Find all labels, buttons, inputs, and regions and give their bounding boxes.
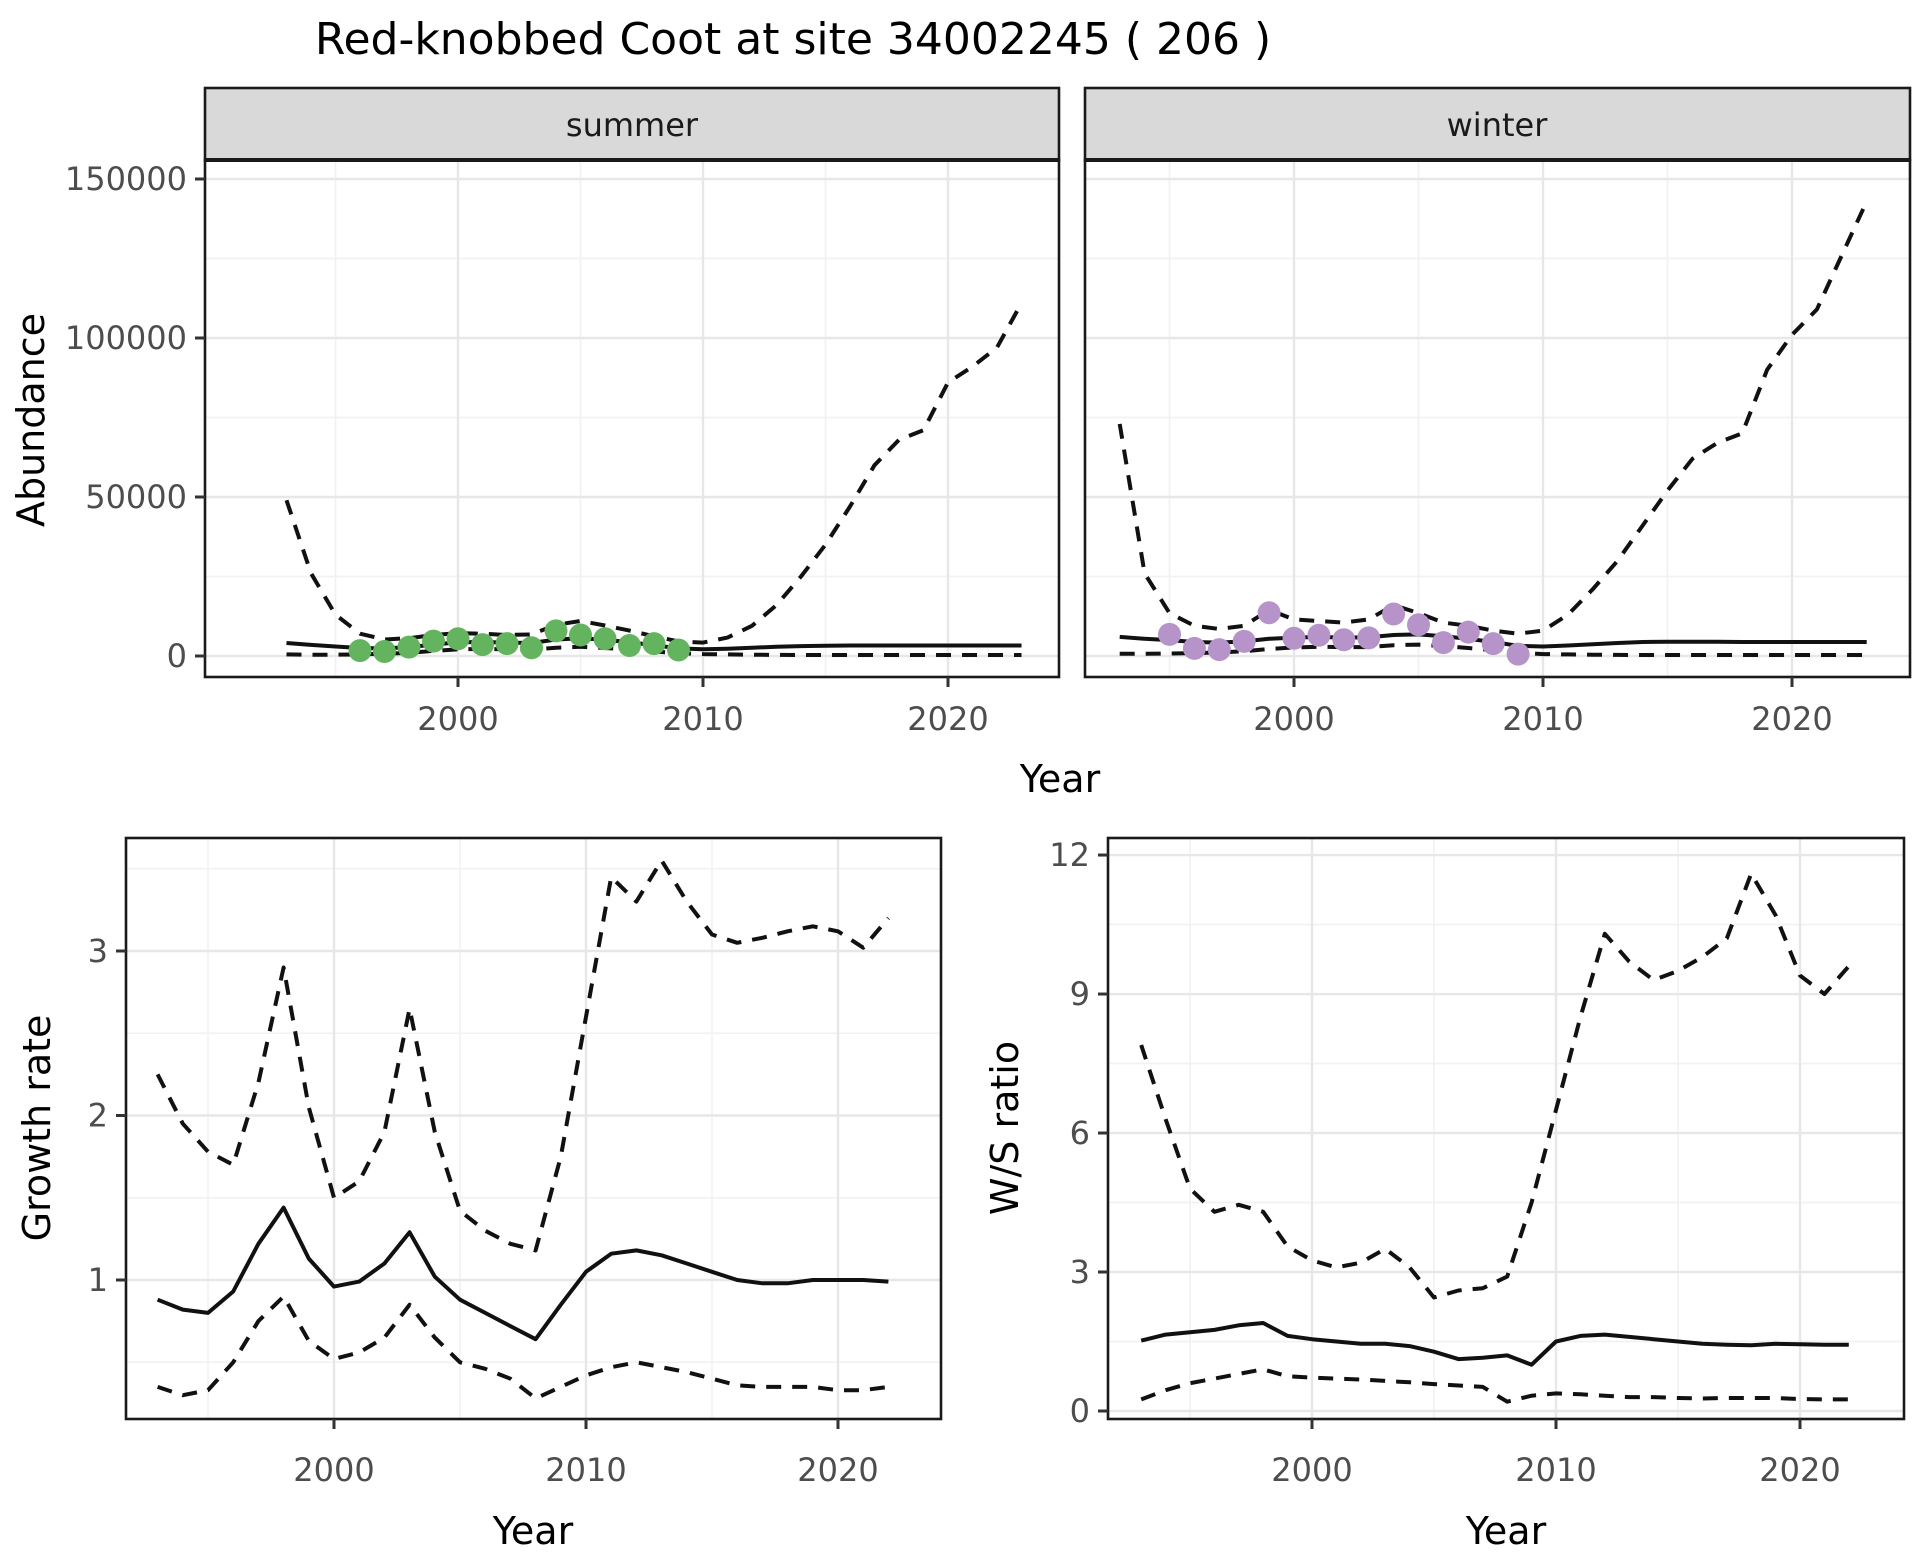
x-tick-label: 2020 (797, 1451, 878, 1489)
observation-point (1456, 620, 1480, 644)
observation-point (495, 632, 519, 656)
observation-point (1357, 626, 1381, 650)
upper-ci-line (1139, 871, 1851, 1300)
x-tick-label: 2000 (293, 1451, 374, 1489)
y-tick-label: 50000 (85, 478, 187, 516)
x-axis-title-year-top: Year (1019, 757, 1101, 801)
x-tick-label: 2010 (662, 700, 743, 738)
facet-label-summer: summer (566, 106, 699, 144)
panel-growth-rate: 2000 2010 2020 1 2 3 (88, 836, 943, 1489)
panel-background (126, 838, 941, 1419)
y-tick-label: 12 (1049, 836, 1090, 874)
observation-point (667, 638, 690, 662)
x-tick-label: 2000 (1253, 700, 1334, 738)
y-tick-label: 0 (167, 637, 187, 675)
x-tick-label: 2020 (1759, 1451, 1840, 1489)
lower-ci-line (1140, 1367, 1849, 1404)
observation-point (618, 634, 641, 657)
observation-point (373, 640, 396, 663)
observation-point (422, 629, 445, 653)
observation-point (1407, 613, 1430, 637)
observation-point (1182, 636, 1206, 660)
panel-background (205, 160, 1059, 677)
panel-background (1085, 160, 1910, 677)
panel-abundance-winter: 2000 2010 2020 (1083, 86, 1912, 738)
observation-point (348, 639, 372, 663)
observation-point (1207, 638, 1231, 662)
y-tick-label: 100000 (65, 319, 187, 357)
chart-title: Red-knobbed Coot at site 34002245 ( 206 … (315, 14, 1271, 65)
panel-abundance-summer: 2000 2010 2020 0 50000 100000 150000 (65, 86, 1061, 738)
observation-point (1282, 626, 1306, 650)
observation-point (642, 632, 666, 656)
y-tick-label: 3 (1070, 1253, 1090, 1291)
fit-line (156, 1205, 889, 1342)
x-tick-label: 2000 (1271, 1451, 1352, 1489)
observation-point (1307, 623, 1331, 647)
upper-ci-line (155, 858, 890, 1253)
y-tick-label: 1 (88, 1261, 108, 1299)
panel-border (124, 836, 943, 1421)
y-tick-label: 0 (1070, 1392, 1090, 1430)
x-tick-label: 2010 (545, 1451, 626, 1489)
y-tick-label: 6 (1070, 1114, 1090, 1152)
x-axis-title-year-growth: Year (492, 1509, 574, 1553)
observation-point (1481, 632, 1505, 656)
x-tick-label: 2010 (1502, 700, 1583, 738)
observation-point (593, 627, 617, 651)
x-tick-label: 2010 (1515, 1451, 1596, 1489)
observation-points (1158, 601, 1530, 666)
observation-point (471, 633, 494, 657)
x-tick-label: 2020 (907, 700, 988, 738)
facet-label-winter: winter (1447, 106, 1549, 144)
observation-point (1431, 631, 1455, 655)
lower-ci-line (156, 1294, 889, 1401)
observation-point (569, 623, 592, 647)
observation-point (520, 636, 543, 660)
observation-point (446, 627, 470, 651)
observation-point (544, 619, 568, 643)
observation-point (1158, 622, 1181, 646)
y-axis-title-abundance: Abundance (9, 313, 53, 527)
y-tick-label: 150000 (65, 160, 187, 198)
observation-point (397, 635, 421, 659)
y-tick-label: 2 (88, 1097, 108, 1135)
y-tick-label: 9 (1070, 975, 1090, 1013)
observation-point (1382, 602, 1406, 626)
observation-points (348, 619, 690, 663)
panel-ws-ratio: 2000 2010 2020 0 3 6 9 12 (1049, 836, 1906, 1489)
y-axis-title-growth-rate: Growth rate (15, 1015, 59, 1242)
observation-point (1257, 601, 1281, 625)
y-axis-title-ws-ratio: W/S ratio (983, 1041, 1027, 1215)
y-tick-label: 3 (88, 932, 108, 970)
observation-point (1232, 629, 1256, 653)
facet-strip (203, 86, 1061, 162)
observation-point (1332, 628, 1356, 652)
fit-line (1140, 1321, 1849, 1367)
x-tick-label: 2020 (1751, 700, 1832, 738)
x-axis-title-year-ws: Year (1465, 1509, 1547, 1553)
panel-background (1108, 838, 1904, 1419)
panel-border (1106, 836, 1906, 1421)
x-tick-label: 2000 (417, 700, 498, 738)
observation-point (1506, 642, 1530, 666)
